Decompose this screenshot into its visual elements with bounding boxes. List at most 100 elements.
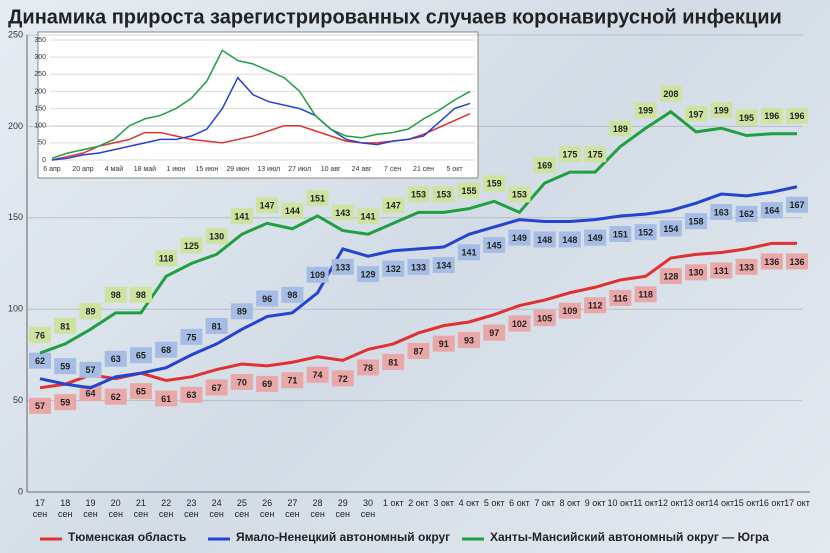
- data-label: 118: [159, 254, 174, 264]
- data-label-bg: [457, 244, 480, 261]
- data-label-bg: [129, 286, 152, 303]
- data-label-bg: [508, 229, 531, 246]
- data-label-bg: [331, 204, 354, 221]
- data-label: 67: [212, 383, 222, 393]
- data-label-bg: [306, 366, 329, 383]
- x-tick-label: 20 сен: [108, 498, 123, 519]
- y-tick-label: 0: [18, 486, 23, 496]
- x-tick-label: 17 окт: [784, 498, 810, 508]
- data-label-bg: [256, 290, 279, 307]
- data-label-bg: [634, 286, 657, 303]
- data-label-bg: [685, 264, 708, 281]
- data-label: 109: [562, 306, 577, 316]
- x-tick-label: 19 сен: [83, 498, 98, 519]
- data-label: 162: [739, 209, 754, 219]
- data-label: 153: [512, 190, 527, 200]
- data-label: 109: [310, 270, 325, 280]
- data-label-bg: [129, 347, 152, 364]
- data-label: 136: [789, 257, 804, 267]
- data-label-bg: [483, 324, 506, 341]
- data-label: 152: [638, 228, 653, 238]
- data-label: 89: [85, 307, 95, 317]
- x-tick-label: 15 июн: [195, 166, 218, 173]
- data-label-bg: [659, 220, 682, 237]
- data-label: 69: [262, 379, 272, 389]
- x-tick-label: 1 июн: [166, 166, 185, 173]
- data-label: 87: [413, 346, 423, 356]
- x-tick-label: 6 апр: [43, 166, 61, 173]
- data-label-bg: [382, 260, 405, 277]
- data-label: 153: [411, 190, 426, 200]
- x-tick-label: 20 апр: [72, 166, 93, 173]
- data-label: 64: [85, 388, 95, 398]
- data-label: 59: [60, 398, 70, 408]
- data-label-bg: [256, 197, 279, 214]
- data-label-bg: [483, 175, 506, 192]
- y-tick-label: 200: [34, 88, 46, 95]
- data-label: 195: [739, 113, 754, 123]
- data-label: 169: [537, 160, 552, 170]
- data-label-bg: [104, 286, 127, 303]
- data-label: 131: [714, 266, 729, 276]
- data-label: 62: [35, 356, 45, 366]
- data-label: 105: [537, 313, 552, 323]
- x-tick-label: 29 июн: [226, 166, 249, 173]
- data-label-bg: [54, 394, 77, 411]
- x-tick-label: 15 окт: [733, 498, 760, 508]
- data-label: 196: [789, 111, 804, 121]
- data-label: 81: [60, 321, 70, 331]
- data-label: 97: [489, 328, 499, 338]
- data-label: 89: [237, 307, 247, 317]
- data-label-bg: [306, 189, 329, 206]
- data-label-bg: [29, 327, 51, 344]
- data-label: 163: [714, 207, 729, 217]
- data-label-bg: [79, 385, 102, 402]
- data-label: 128: [663, 271, 678, 281]
- data-label: 159: [487, 179, 502, 189]
- data-label: 134: [436, 260, 451, 270]
- data-label: 130: [209, 232, 224, 242]
- data-label: 70: [237, 377, 247, 387]
- data-label: 158: [689, 217, 704, 227]
- data-label-bg: [256, 375, 279, 392]
- x-tick-label: 30 сен: [360, 498, 376, 519]
- data-label-bg: [205, 379, 228, 396]
- data-label-bg: [29, 397, 51, 414]
- data-label-bg: [104, 350, 127, 367]
- x-tick-label: 29 сен: [335, 498, 351, 519]
- x-tick-label: 18 май: [134, 165, 156, 173]
- data-label-bg: [331, 258, 354, 275]
- data-label-bg: [432, 335, 455, 352]
- data-label-bg: [533, 310, 556, 327]
- data-label-bg: [735, 205, 758, 222]
- x-tick-label: 9 окт: [584, 498, 606, 508]
- x-tick-label: 26 сен: [259, 498, 275, 519]
- data-label-bg: [407, 186, 430, 203]
- x-tick-label: 6 окт: [509, 498, 530, 508]
- data-label-bg: [735, 109, 758, 126]
- x-tick-label: 22 сен: [158, 498, 174, 519]
- data-label-bg: [432, 257, 455, 274]
- data-label: 76: [35, 330, 45, 340]
- data-label-bg: [609, 120, 632, 137]
- data-label: 136: [764, 257, 779, 267]
- data-label-bg: [382, 197, 405, 214]
- data-label-bg: [54, 358, 77, 375]
- data-label: 154: [663, 224, 678, 234]
- data-label: 148: [537, 235, 552, 245]
- data-label-bg: [710, 262, 733, 279]
- data-label-bg: [533, 231, 556, 248]
- data-label-bg: [786, 196, 808, 213]
- data-label: 63: [186, 390, 196, 400]
- data-label: 63: [111, 354, 121, 364]
- data-label: 59: [60, 362, 70, 372]
- series-line: [39, 109, 797, 355]
- data-label-bg: [659, 268, 682, 285]
- data-label-bg: [281, 286, 304, 303]
- y-tick-label: 100: [34, 123, 46, 130]
- legend-label: Ханты-Мансийский автономный округ — Югра: [490, 530, 769, 544]
- data-label: 144: [285, 206, 300, 216]
- x-tick-label: 12 окт: [657, 498, 684, 508]
- data-label: 118: [638, 290, 653, 300]
- data-label-bg: [155, 341, 178, 358]
